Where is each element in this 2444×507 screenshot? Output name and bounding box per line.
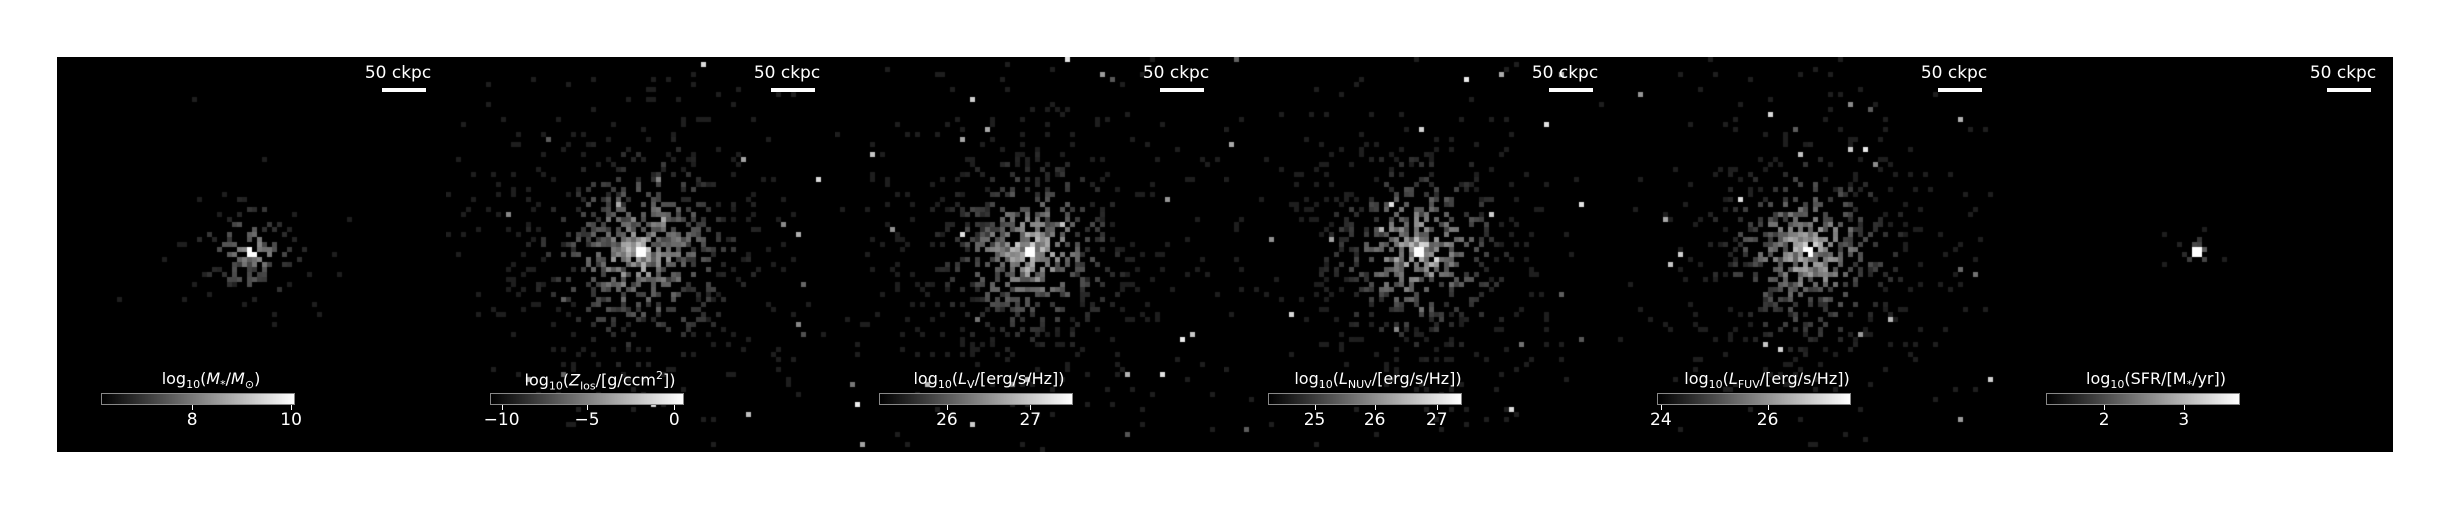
panel-v-band-luminosity: 50 ckpc log10(LV/[erg/s/Hz]) 26 27 bbox=[835, 57, 1224, 452]
colorbar-tick-label: −5 bbox=[574, 410, 600, 430]
colorbar bbox=[879, 393, 1073, 405]
colorbar-label: log10(LV/[erg/s/Hz]) bbox=[913, 369, 1065, 392]
colorbar-tick bbox=[2104, 405, 2106, 410]
panel-star-formation-rate: 50 ckpc log10(SFR/[M*/yr]) 2 3 bbox=[2002, 57, 2391, 452]
colorbar bbox=[2046, 393, 2240, 405]
colorbar-tick-label: 10 bbox=[280, 410, 302, 430]
colorbar-tick-label: 24 bbox=[1650, 410, 1672, 430]
colorbar-tick bbox=[1030, 405, 1032, 410]
panel-nuv-luminosity: 50 ckpc log10(LNUV/[erg/s/Hz]) 25 26 27 bbox=[1224, 57, 1613, 452]
panel-fuv-luminosity: 50 ckpc log10(LFUV/[erg/s/Hz]) 24 26 bbox=[1613, 57, 2002, 452]
colorbar-tick bbox=[1436, 405, 1438, 410]
scalebar-line bbox=[2327, 88, 2371, 92]
galaxy-map-image bbox=[835, 57, 1224, 452]
colorbar-tick-label: 26 bbox=[936, 410, 958, 430]
scalebar-line bbox=[1549, 88, 1593, 92]
colorbar-label: log10(LFUV/[erg/s/Hz]) bbox=[1684, 369, 1850, 392]
scalebar-label: 50 ckpc bbox=[1920, 63, 1988, 83]
scalebar-label: 50 ckpc bbox=[1142, 63, 1210, 83]
colorbar-tick-label: −10 bbox=[483, 410, 520, 430]
colorbar-label: log10(Zlos/[g/ccm2]) bbox=[524, 369, 676, 393]
colorbar-tick-label: 25 bbox=[1303, 410, 1326, 430]
colorbar bbox=[1657, 393, 1851, 405]
figure-strip: 50 ckpc log10(M*/M⊙) 8 10 50 ckpc log10(Z… bbox=[57, 57, 2393, 452]
galaxy-map-image bbox=[2002, 57, 2391, 452]
colorbar-tick bbox=[1374, 405, 1376, 410]
colorbar-tick bbox=[587, 405, 588, 410]
colorbar-tick bbox=[2183, 405, 2185, 410]
scalebar-label: 50 ckpc bbox=[364, 63, 432, 83]
galaxy-map-image bbox=[446, 57, 835, 452]
panel-stellar-mass: 50 ckpc log10(M*/M⊙) 8 10 bbox=[57, 57, 446, 452]
colorbar-tick bbox=[501, 405, 503, 410]
panel-metallicity: 50 ckpc log10(Zlos/[g/ccm2]) −10 −5 0 bbox=[446, 57, 835, 452]
galaxy-map-image bbox=[57, 57, 446, 452]
colorbar-tick bbox=[1767, 405, 1769, 410]
colorbar-tick-label: 27 bbox=[1425, 410, 1448, 430]
colorbar-tick bbox=[1314, 405, 1316, 410]
scalebar-line bbox=[1938, 88, 1982, 92]
scalebar-line bbox=[771, 88, 815, 92]
colorbar-tick-label: 3 bbox=[2178, 410, 2190, 430]
colorbar-tick-label: 27 bbox=[1019, 410, 1042, 430]
colorbar bbox=[101, 393, 295, 405]
scalebar-label: 50 ckpc bbox=[1531, 63, 1599, 83]
colorbar-tick bbox=[674, 405, 676, 410]
scalebar-label: 50 ckpc bbox=[2309, 63, 2377, 83]
colorbar-tick-label: 26 bbox=[1756, 410, 1779, 430]
scalebar-line bbox=[1160, 88, 1204, 92]
colorbar-label: log10(LNUV/[erg/s/Hz]) bbox=[1294, 369, 1462, 392]
scalebar-label: 50 ckpc bbox=[753, 63, 821, 83]
colorbar-tick bbox=[1660, 405, 1662, 410]
colorbar-label: log10(M*/M⊙) bbox=[161, 369, 261, 392]
colorbar-tick-label: 26 bbox=[1363, 410, 1386, 430]
galaxy-map-image bbox=[1613, 57, 2002, 452]
colorbar-tick bbox=[291, 405, 293, 410]
colorbar-label: log10(SFR/[M*/yr]) bbox=[2086, 369, 2226, 392]
colorbar-tick-label: 8 bbox=[186, 410, 198, 430]
colorbar bbox=[490, 393, 684, 405]
colorbar-tick-label: 2 bbox=[2098, 410, 2110, 430]
colorbar bbox=[1268, 393, 1462, 405]
scalebar-line bbox=[382, 88, 426, 92]
galaxy-map-image bbox=[1224, 57, 1613, 452]
colorbar-tick-label: 0 bbox=[668, 410, 680, 430]
colorbar-tick bbox=[946, 405, 948, 410]
colorbar-tick bbox=[192, 405, 194, 410]
